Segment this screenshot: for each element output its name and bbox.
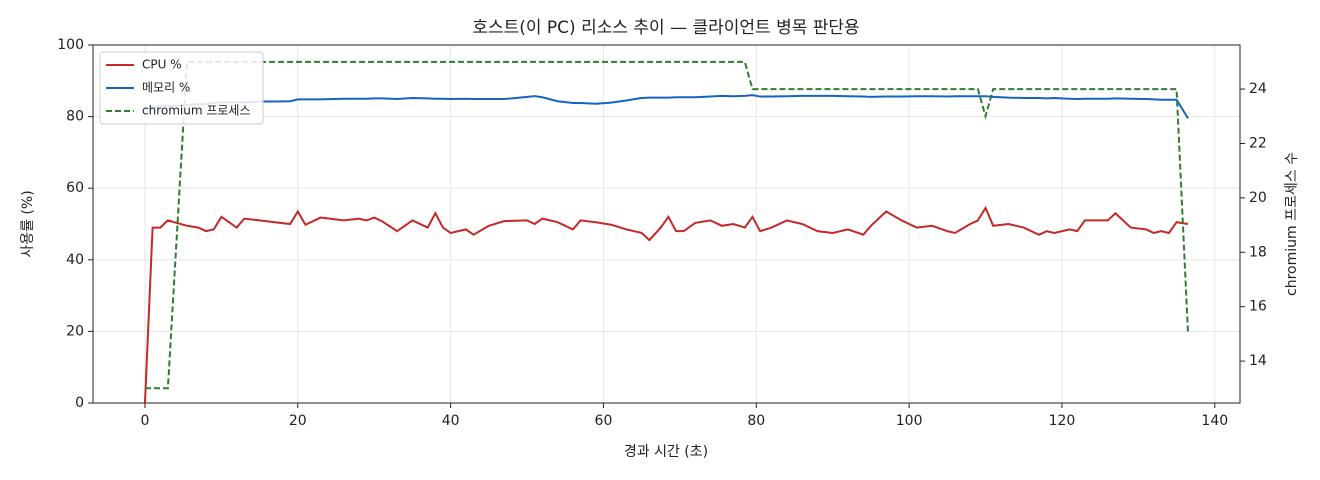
x-tick-label: 20 — [289, 413, 307, 429]
legend-label: chromium 프로세스 — [142, 104, 251, 118]
y2-tick-label: 20 — [1249, 190, 1267, 206]
y2-axis-label: chromium 프로세스 수 — [1284, 152, 1300, 296]
chart-title: 호스트(이 PC) 리소스 추이 — 클라이언트 병목 판단용 — [472, 18, 859, 38]
plot-frame — [92, 44, 1241, 404]
x-tick-label: 0 — [141, 413, 150, 429]
series-line — [144, 60, 1190, 390]
y2-tick-label: 18 — [1249, 244, 1267, 260]
y2-tick-label: 14 — [1249, 353, 1267, 369]
x-tick-label: 120 — [1049, 413, 1076, 429]
legend-box — [99, 51, 264, 125]
x-tick-label: 40 — [442, 413, 460, 429]
y-tick-label: 80 — [66, 109, 84, 125]
y2-tick-label: 16 — [1249, 299, 1267, 315]
series-line — [144, 94, 1189, 119]
y-tick-label: 60 — [66, 180, 84, 196]
x-tick-label: 60 — [595, 413, 613, 429]
y-tick-label: 40 — [66, 252, 84, 268]
x-tick-label: 140 — [1201, 413, 1228, 429]
x-tick-label: 80 — [747, 413, 765, 429]
y-tick-label: 0 — [75, 395, 84, 411]
series-line — [143, 205, 1189, 404]
x-axis-label: 경과 시간 (초) — [624, 444, 708, 460]
legend-label: CPU % — [142, 58, 182, 72]
y-tick-label: 100 — [57, 37, 84, 53]
y-axis-label: 사용률 (%) — [20, 190, 36, 257]
y-tick-label: 20 — [66, 323, 84, 339]
y2-tick-label: 22 — [1249, 135, 1267, 151]
legend-label: 메모리 % — [142, 81, 190, 95]
x-tick-label: 100 — [896, 413, 923, 429]
y2-tick-label: 24 — [1249, 81, 1267, 97]
